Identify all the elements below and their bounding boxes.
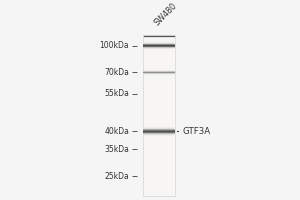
Bar: [143, 132, 175, 133]
Bar: [143, 130, 175, 131]
Text: 40kDa: 40kDa: [104, 127, 129, 136]
Bar: [144, 135, 174, 136]
Text: 25kDa: 25kDa: [104, 172, 129, 181]
Bar: [143, 134, 174, 135]
Text: 70kDa: 70kDa: [104, 68, 129, 77]
Bar: [142, 131, 176, 132]
Text: SW480: SW480: [153, 2, 179, 28]
Bar: [143, 128, 174, 129]
Text: 100kDa: 100kDa: [100, 41, 129, 50]
Text: GTF3A: GTF3A: [183, 127, 211, 136]
Bar: [142, 35, 176, 196]
Bar: [143, 129, 175, 130]
Text: 55kDa: 55kDa: [104, 89, 129, 98]
Bar: [143, 133, 175, 134]
Bar: [144, 127, 174, 128]
Text: 35kDa: 35kDa: [104, 145, 129, 154]
